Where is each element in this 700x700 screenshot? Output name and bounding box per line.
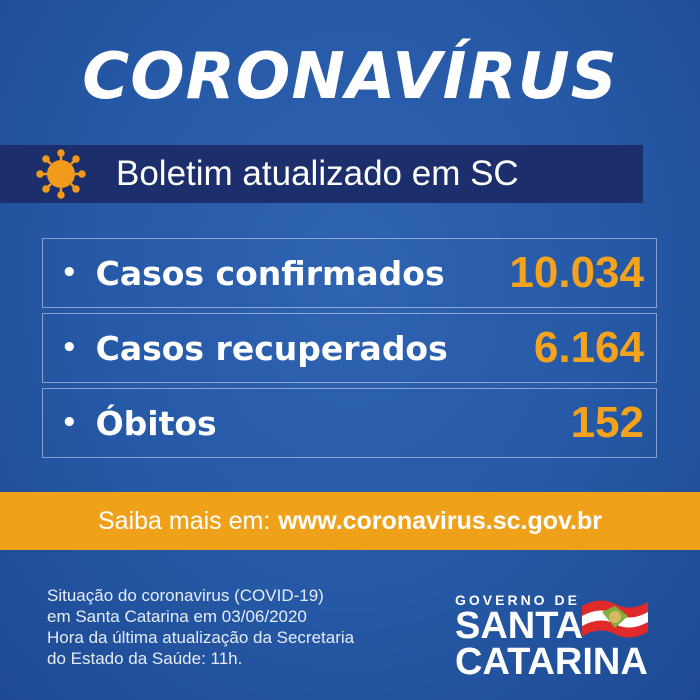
government-logo: GOVERNO DE SANTA CATARINA [455,592,648,683]
footer-note: Situação do coronavirus (COVID-19) em Sa… [47,585,437,669]
logo-line2: CATARINA [455,641,648,683]
flag-icon [582,600,648,638]
stat-value: 10.034 [509,248,644,297]
footer-line: em Santa Catarina em 03/06/2020 [47,607,307,626]
stat-label: Casos confirmados [95,253,445,293]
footer-line: Situação do coronavirus (COVID-19) [47,586,324,605]
stat-deaths: • Óbitos 152 [42,388,657,458]
banner: Boletim atualizado em SC [0,145,643,203]
stat-confirmed: • Casos confirmados 10.034 [42,238,657,308]
logo-top: GOVERNO DE [455,592,580,608]
stat-recovered: • Casos recuperados 6.164 [42,313,657,383]
info-url[interactable]: www.coronavirus.sc.gov.br [278,506,602,535]
virus-icon [36,149,86,199]
bullet-icon: • [61,333,78,363]
bullet-icon: • [61,258,78,288]
stat-label: Óbitos [95,403,217,443]
bullet-icon: • [61,408,78,438]
logo-line1: SANTA [455,605,584,647]
info-prefix: Saiba mais em: [98,506,271,535]
banner-text: Boletim atualizado em SC [116,154,519,193]
stat-value: 152 [570,398,644,447]
page-title: CORONAVÍRUS [82,40,618,114]
info-band: Saiba mais em: www.coronavirus.sc.gov.br [0,492,700,550]
stat-label: Casos recuperados [95,328,448,368]
footer-line: Hora da última atualização da Secretaria [47,628,355,647]
stat-value: 6.164 [533,323,644,372]
footer-line: do Estado da Saúde: 11h. [47,649,243,668]
